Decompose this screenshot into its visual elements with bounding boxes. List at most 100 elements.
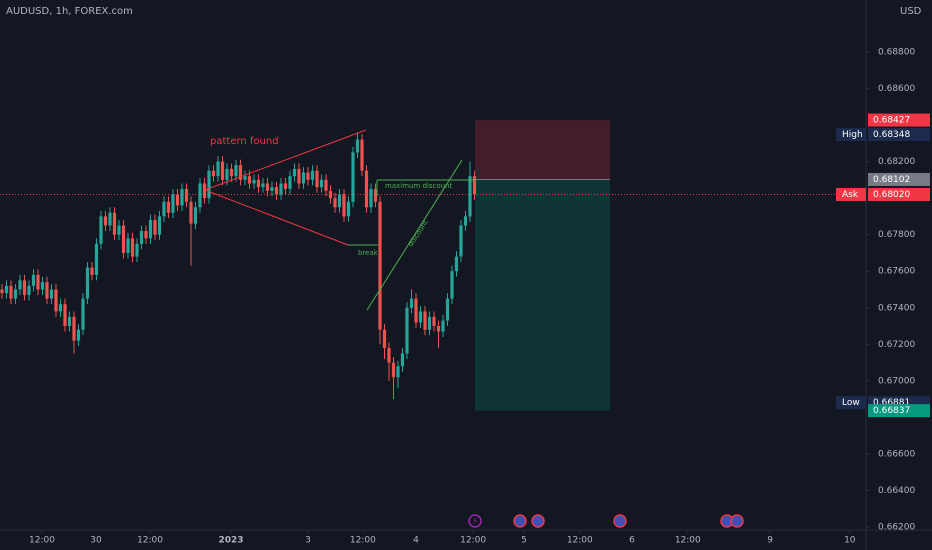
candle-body xyxy=(58,304,63,312)
candle-body xyxy=(144,231,148,239)
y-tick-label: 0.68600 xyxy=(878,84,915,94)
candle-body xyxy=(256,179,261,188)
candle-body xyxy=(189,201,193,224)
candle-body xyxy=(193,207,198,224)
candle-body xyxy=(315,170,319,188)
candle-body xyxy=(36,274,40,290)
candle-body xyxy=(283,183,288,189)
x-tick-label: 12:00 xyxy=(137,536,163,546)
candle-body xyxy=(90,267,94,275)
candle-body xyxy=(328,190,333,199)
candle-body xyxy=(436,326,441,332)
candle-body xyxy=(252,179,256,184)
candle-body xyxy=(157,216,162,235)
candle-body xyxy=(207,170,211,199)
candle-body xyxy=(301,172,306,184)
price-badge-label: 0.66881 xyxy=(873,398,910,408)
candle-body xyxy=(333,198,337,208)
price-badge xyxy=(868,187,930,201)
candle-body xyxy=(13,289,18,299)
candle-body xyxy=(288,176,292,189)
candle-body xyxy=(162,201,166,217)
candle-body xyxy=(139,231,144,244)
annotation: maximum discount xyxy=(385,182,453,190)
y-tick-label: 0.66400 xyxy=(878,486,915,496)
candle-body xyxy=(378,201,382,330)
chart-title: AUDUSD, 1h, FOREX.com xyxy=(6,6,133,17)
candle-body xyxy=(49,289,54,299)
candle-body xyxy=(108,212,112,226)
candle-body xyxy=(9,285,13,299)
candle-body xyxy=(112,212,117,235)
price-badge xyxy=(868,172,930,186)
candle-body xyxy=(261,183,265,188)
candle-body xyxy=(373,188,378,202)
pattern-lines xyxy=(204,129,475,311)
x-tick-label: 12:00 xyxy=(460,536,486,546)
candle-body xyxy=(211,170,216,177)
candle-body xyxy=(180,188,184,206)
x-tick-label: 10 xyxy=(844,536,856,546)
candle-body xyxy=(148,220,153,239)
candle-body xyxy=(472,176,477,195)
candle-body xyxy=(346,201,351,217)
price-badge-label: 0.68020 xyxy=(873,190,910,200)
candle-body xyxy=(175,194,180,206)
x-tick-label: 12:00 xyxy=(350,536,376,546)
candle-body xyxy=(310,170,315,180)
price-badge-label: 0.68102 xyxy=(873,175,910,185)
candle-body xyxy=(409,298,414,308)
candle-body xyxy=(166,201,171,213)
y-tick-label: 0.67200 xyxy=(878,340,915,350)
candle-body xyxy=(40,282,45,290)
candle-body xyxy=(450,271,454,299)
candle-body xyxy=(468,176,472,217)
candle-body xyxy=(234,165,238,177)
price-badge-label: 0.66837 xyxy=(873,406,910,416)
candle-body xyxy=(99,216,103,244)
candle-body xyxy=(54,289,58,312)
candle-body xyxy=(243,176,247,180)
candle-body xyxy=(427,316,432,330)
candle-body xyxy=(432,316,436,327)
candle-body xyxy=(135,243,139,257)
candle-body xyxy=(405,307,409,354)
candle-body xyxy=(94,243,99,275)
candle-body xyxy=(400,353,405,367)
candle-body xyxy=(319,179,324,188)
svg-text:⚡: ⚡ xyxy=(472,517,478,526)
badge-name-box xyxy=(836,187,866,201)
candle-body xyxy=(4,285,9,294)
candle-body xyxy=(85,267,90,299)
candle-body xyxy=(279,183,283,195)
candle-body xyxy=(76,329,81,341)
candle-body xyxy=(441,320,445,332)
candle-body xyxy=(63,304,67,327)
candle-body xyxy=(445,298,450,321)
badge-name: High xyxy=(842,130,863,140)
stop-zone xyxy=(475,120,610,180)
event-icons: ⚡ xyxy=(468,514,744,528)
x-tick-label: 4 xyxy=(413,536,419,546)
x-tick-label: 12:00 xyxy=(29,536,55,546)
x-tick-label: 2023 xyxy=(219,536,244,546)
candle-body xyxy=(198,183,202,208)
candle-body xyxy=(265,183,270,191)
candle-body xyxy=(306,172,310,180)
annotation: break xyxy=(358,249,379,257)
candle-body xyxy=(117,225,121,235)
candle-body xyxy=(292,168,297,177)
annotation: pattern found xyxy=(210,136,279,147)
candle-body xyxy=(171,194,175,213)
badge-name-box xyxy=(836,396,866,410)
candle-body xyxy=(423,311,427,330)
candle-body xyxy=(342,194,346,217)
candle-body xyxy=(130,238,135,257)
price-badge xyxy=(868,128,930,142)
y-tick-label: 0.68200 xyxy=(878,157,915,167)
candle-body xyxy=(414,298,418,323)
price-badge-label: 0.68348 xyxy=(873,130,910,140)
candle-body xyxy=(337,194,342,208)
candle-body xyxy=(387,347,391,363)
